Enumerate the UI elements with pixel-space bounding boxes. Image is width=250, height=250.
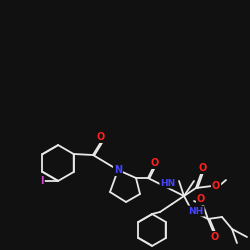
- Text: NH: NH: [188, 206, 204, 216]
- Text: O: O: [199, 163, 207, 173]
- Text: HN: HN: [160, 178, 176, 188]
- Text: O: O: [197, 194, 205, 204]
- Text: O: O: [212, 181, 220, 191]
- Text: I: I: [40, 176, 44, 186]
- Text: N: N: [114, 165, 122, 175]
- Text: O: O: [97, 132, 105, 142]
- Text: O: O: [211, 232, 219, 242]
- Text: O: O: [151, 158, 159, 168]
